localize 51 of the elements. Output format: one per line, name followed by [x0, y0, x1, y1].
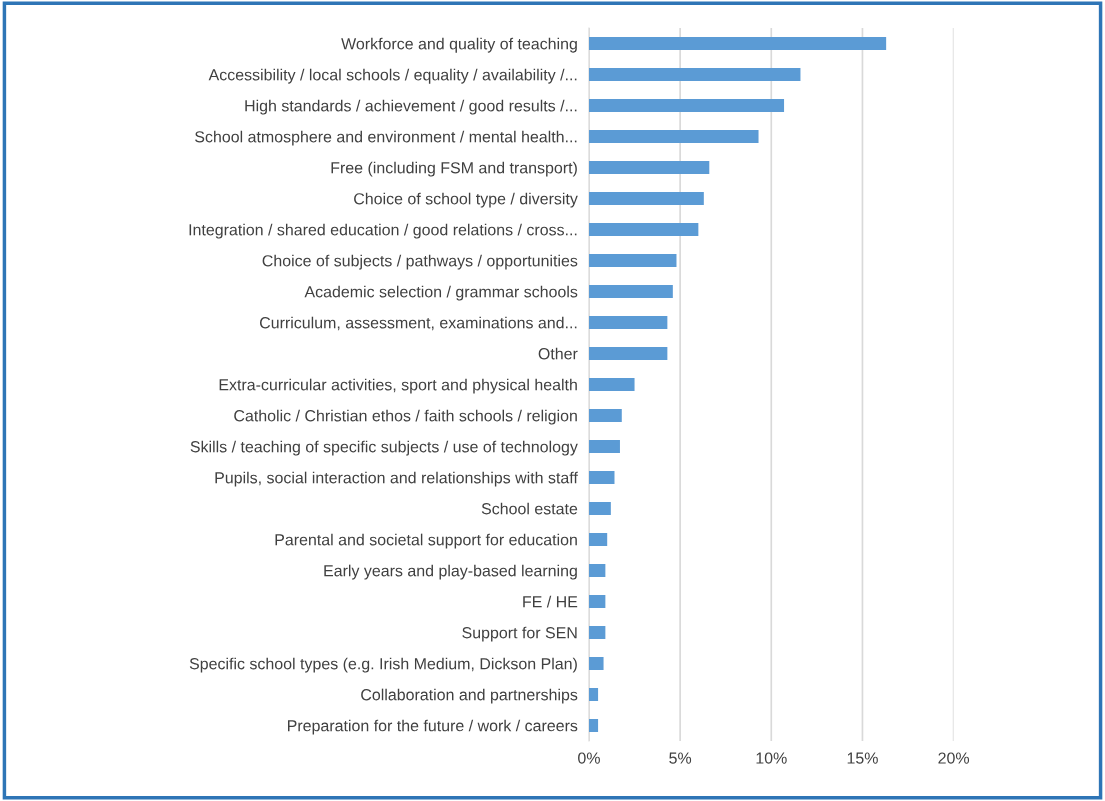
y-tick-label: School estate	[481, 502, 578, 515]
y-tick-label: Accessibility / local schools / equality / availability /...	[208, 68, 577, 84]
bar	[588, 408, 622, 422]
bar	[588, 687, 599, 701]
y-tick-label: Extra-curricular activities, sport and physical health	[219, 378, 577, 394]
y-tick-label: Integration / shared education / good relations / cross...	[189, 223, 577, 239]
bar	[588, 253, 677, 268]
y-tick-label: Support for SEN	[462, 626, 577, 642]
x-tick-label: 5%	[669, 752, 692, 764]
y-tick-label: Academic selection / grammar schools	[304, 285, 578, 301]
y-tick-label: Other	[538, 347, 578, 360]
y-tick-label: Curriculum, assessment, examinations and...	[260, 316, 577, 331]
y-tick-label: Skills / teaching of specific subjects / use of technology	[190, 440, 578, 456]
bar	[588, 37, 887, 51]
y-tick-label: High standards / achievement / good results /...	[245, 99, 577, 115]
x-tick-label: 0%	[578, 752, 600, 764]
y-tick-label: Catholic / Christian ethos / faith schools / religion	[234, 409, 577, 425]
bar	[588, 346, 668, 360]
y-tick-label: Parental and societal support for education	[275, 533, 577, 549]
bar	[588, 501, 611, 515]
x-tick-label: 10%	[756, 752, 787, 764]
y-tick-label: Free (including FSM and transport)	[331, 161, 577, 177]
bar	[588, 532, 608, 546]
y-tick-label: Collaboration and partnerships	[361, 688, 578, 704]
y-tick-label: Workforce and quality of teaching	[341, 37, 577, 53]
bar	[588, 439, 620, 453]
y-tick-label: Choice of subjects / pathways / opportunities	[262, 254, 578, 270]
y-tick-label: School atmosphere and environment / mental health...	[195, 130, 577, 146]
x-tick-label: 15%	[847, 752, 878, 764]
x-tick-label: 20%	[938, 752, 970, 764]
bar	[588, 284, 673, 298]
y-tick-label: Early years and play-based learning	[324, 564, 577, 580]
bar	[588, 594, 606, 608]
y-tick-label: Specific school types (e.g. Irish Medium, Dickson Plan)	[189, 657, 577, 673]
bar	[588, 625, 606, 639]
y-tick-label: FE / HE	[523, 595, 578, 608]
bar	[588, 161, 710, 175]
bar	[588, 130, 759, 144]
bar	[588, 377, 635, 391]
bar	[588, 470, 615, 484]
bar	[588, 68, 801, 82]
bar	[588, 563, 606, 577]
bar	[588, 315, 668, 329]
bar	[588, 222, 699, 237]
bar	[588, 99, 785, 113]
y-tick-label: Preparation for the future / work / careers	[288, 719, 578, 735]
bar	[588, 192, 704, 206]
bar	[588, 656, 604, 670]
y-tick-label: Choice of school type / diversity	[354, 192, 578, 208]
bar	[588, 718, 599, 732]
y-tick-label: Pupils, social interaction and relationships with staff	[215, 471, 578, 487]
